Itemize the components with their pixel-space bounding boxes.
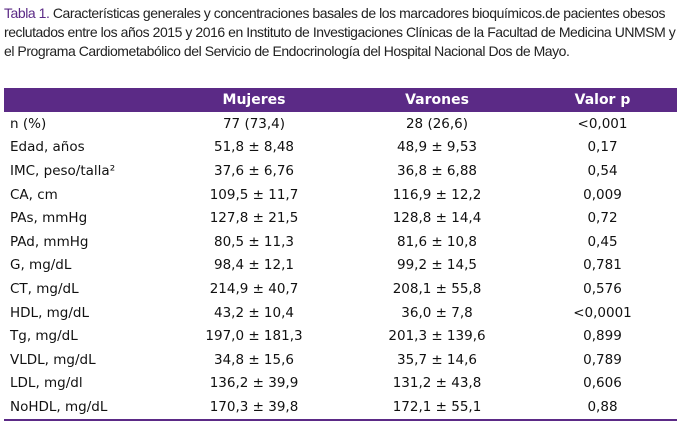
- header-mujeres: Mujeres: [222, 92, 286, 108]
- mujeres-value: 214,9 ± 40,7: [209, 280, 299, 297]
- p-value: 0,899: [583, 328, 622, 345]
- table-row: HDL, mg/dL 43,2 ± 10,4 36,0 ± 7,8 <0,0001: [4, 301, 677, 325]
- row-label: CT, mg/dL: [10, 280, 79, 297]
- table-row: PAd, mmHg 80,5 ± 11,3 81,6 ± 10,8 0,45: [4, 230, 677, 254]
- p-value: 0,72: [587, 210, 618, 227]
- p-value: 0,17: [587, 139, 618, 156]
- varones-value: 28 (26,6): [405, 115, 469, 132]
- mujeres-value: 37,6 ± 6,76: [213, 162, 294, 179]
- table-row: CT, mg/dL 214,9 ± 40,7 208,1 ± 55,8 0,576: [4, 277, 677, 301]
- row-label: IMC, peso/talla²: [10, 162, 116, 179]
- mujeres-value: 34,8 ± 15,6: [213, 351, 294, 368]
- mujeres-value: 136,2 ± 39,9: [209, 375, 299, 392]
- varones-value: 128,8 ± 14,4: [392, 210, 482, 227]
- varones-value: 35,7 ± 14,6: [396, 351, 477, 368]
- caption-label: Tabla 1.: [4, 5, 50, 21]
- varones-value: 172,1 ± 55,1: [346, 395, 528, 421]
- varones-value: 208,1 ± 55,8: [392, 280, 482, 297]
- p-value: 0,781: [583, 257, 622, 274]
- row-label: Edad, años: [10, 139, 85, 156]
- table-row: PAs, mmHg 127,8 ± 21,5 128,8 ± 14,4 0,72: [4, 206, 677, 230]
- p-value: 0,88: [528, 395, 677, 421]
- table-header-row: Mujeres Varones Valor p: [4, 88, 677, 112]
- table-caption: Tabla 1. Características generales y con…: [4, 4, 676, 61]
- p-value: 0,789: [583, 351, 622, 368]
- mujeres-value: 77 (73,4): [222, 115, 286, 132]
- varones-value: 36,0 ± 7,8: [401, 304, 473, 321]
- varones-value: 99,2 ± 14,5: [396, 257, 477, 274]
- row-label: CA, cm: [10, 186, 58, 203]
- header-varones: Varones: [405, 92, 469, 108]
- table-row: CA, cm 109,5 ± 11,7 116,9 ± 12,2 0,009: [4, 183, 677, 207]
- p-value: <0,0001: [573, 304, 632, 321]
- p-value: 0,606: [583, 375, 622, 392]
- row-label: PAd, mmHg: [10, 233, 89, 250]
- row-label: G, mg/dL: [10, 257, 72, 274]
- mujeres-value: 170,3 ± 39,8: [162, 395, 346, 421]
- mujeres-value: 197,0 ± 181,3: [205, 328, 303, 345]
- mujeres-value: 43,2 ± 10,4: [213, 304, 294, 321]
- table-row: LDL, mg/dl 136,2 ± 39,9 131,2 ± 43,8 0,606: [4, 372, 677, 396]
- varones-value: 81,6 ± 10,8: [396, 233, 477, 250]
- mujeres-value: 80,5 ± 11,3: [213, 233, 294, 250]
- table-row: VLDL, mg/dL 34,8 ± 15,6 35,7 ± 14,6 0,789: [4, 348, 677, 372]
- table-row: Edad, años 51,8 ± 8,48 48,9 ± 9,53 0,17: [4, 136, 677, 160]
- p-value: 0,576: [583, 280, 622, 297]
- table-row: n (%) 77 (73,4) 28 (26,6) <0,001: [4, 112, 677, 136]
- mujeres-value: 109,5 ± 11,7: [209, 186, 299, 203]
- row-label: NoHDL, mg/dL: [4, 395, 162, 421]
- table-row: NoHDL, mg/dL 170,3 ± 39,8 172,1 ± 55,1 0,88: [4, 395, 677, 421]
- row-label: HDL, mg/dL: [10, 304, 90, 321]
- row-label: Tg, mg/dL: [10, 328, 78, 345]
- p-value: 0,45: [587, 233, 618, 250]
- header-variable: [4, 88, 162, 112]
- header-valor-p: Valor p: [574, 92, 631, 108]
- table-row: G, mg/dL 98,4 ± 12,1 99,2 ± 14,5 0,781: [4, 254, 677, 278]
- varones-value: 116,9 ± 12,2: [392, 186, 482, 203]
- caption-text: Características generales y concentracio…: [4, 5, 676, 59]
- mujeres-value: 98,4 ± 12,1: [213, 257, 294, 274]
- varones-value: 48,9 ± 9,53: [396, 139, 477, 156]
- table-row: Tg, mg/dL 197,0 ± 181,3 201,3 ± 139,6 0,899: [4, 324, 677, 348]
- row-label: LDL, mg/dl: [10, 375, 83, 392]
- p-value: 0,009: [583, 186, 622, 203]
- table-row: IMC, peso/talla² 37,6 ± 6,76 36,8 ± 6,88 0,…: [4, 159, 677, 183]
- mujeres-value: 127,8 ± 21,5: [209, 210, 299, 227]
- p-value: 0,54: [587, 162, 618, 179]
- row-label: VLDL, mg/dL: [10, 351, 96, 368]
- data-table: Mujeres Varones Valor p n (%) 77 (73,4) 28…: [4, 88, 677, 421]
- row-label: PAs, mmHg: [10, 210, 88, 227]
- varones-value: 131,2 ± 43,8: [392, 375, 482, 392]
- row-label: n (%): [10, 115, 47, 132]
- varones-value: 201,3 ± 139,6: [388, 328, 486, 345]
- table-body: n (%) 77 (73,4) 28 (26,6) <0,001 Edad, años 5…: [4, 112, 677, 421]
- p-value: <0,001: [577, 115, 628, 132]
- mujeres-value: 51,8 ± 8,48: [213, 139, 294, 156]
- varones-value: 36,8 ± 6,88: [396, 162, 477, 179]
